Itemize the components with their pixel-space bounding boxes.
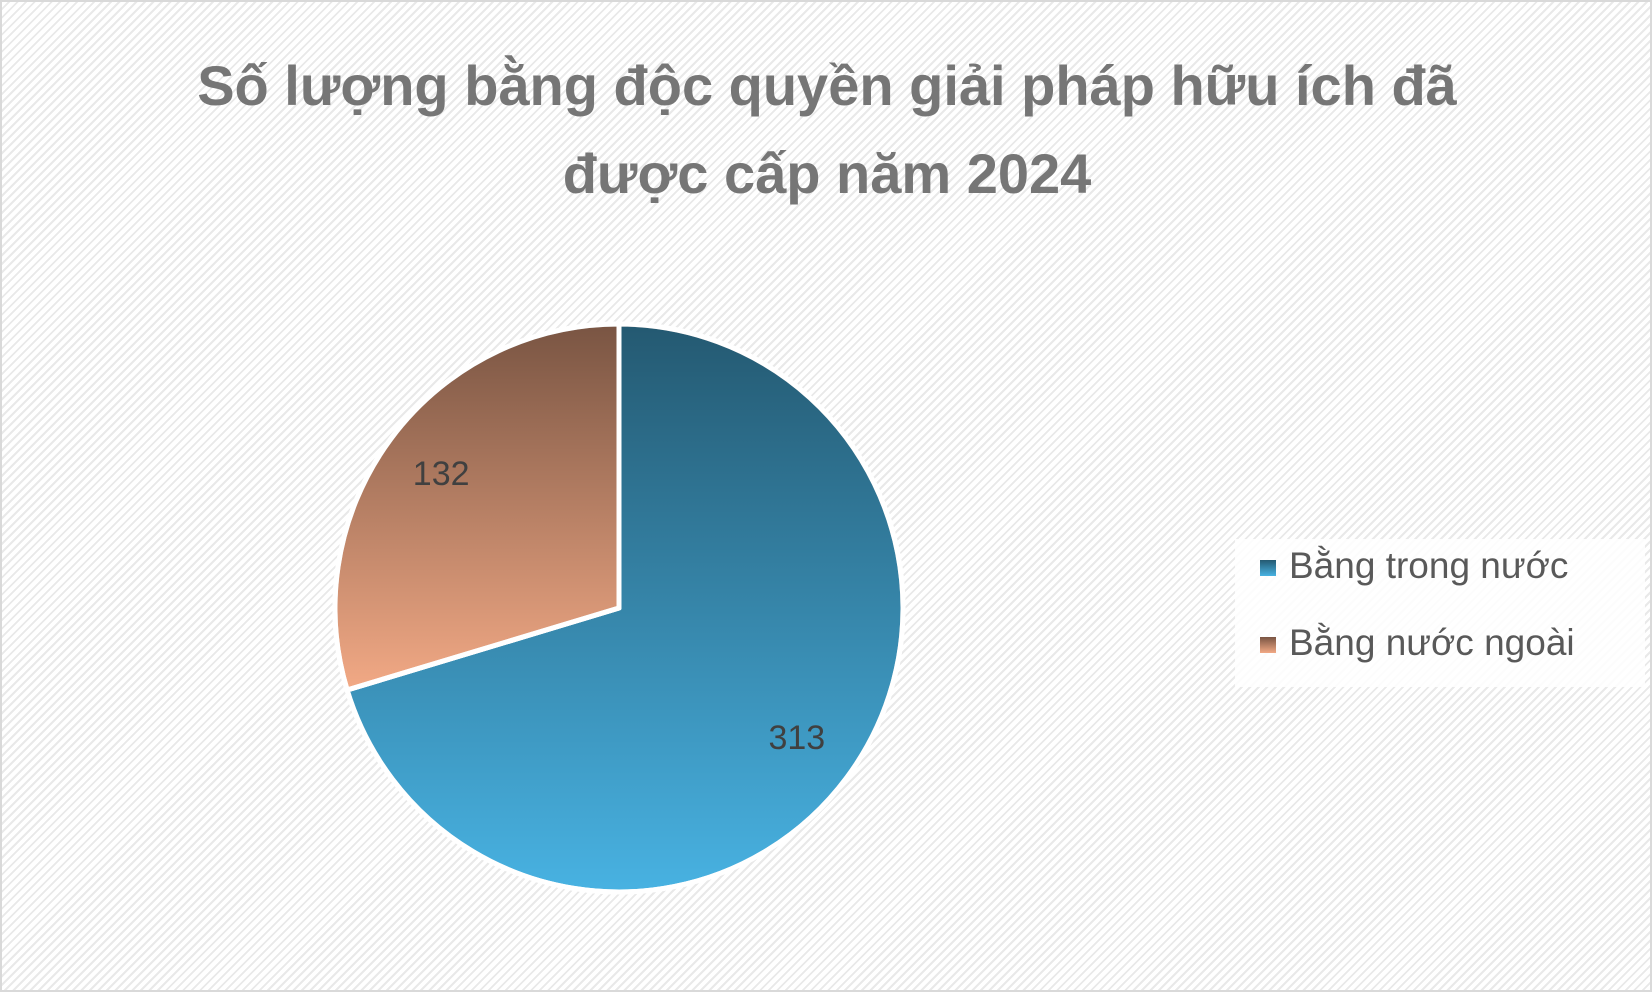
legend-marker-shade xyxy=(1260,637,1276,653)
chart-title: Số lượng bằng độc quyền giải pháp hữu íc… xyxy=(197,54,1457,205)
data-label: 132 xyxy=(413,455,470,493)
slice-shade xyxy=(344,321,906,895)
legend-box xyxy=(1235,539,1645,687)
data-label: 313 xyxy=(768,719,825,757)
legend-marker-shade xyxy=(1260,560,1276,576)
slice-shade xyxy=(332,321,622,693)
legend-label: Bằng trong nước xyxy=(1289,545,1568,586)
legend-label: Bằng nước ngoài xyxy=(1289,622,1575,663)
